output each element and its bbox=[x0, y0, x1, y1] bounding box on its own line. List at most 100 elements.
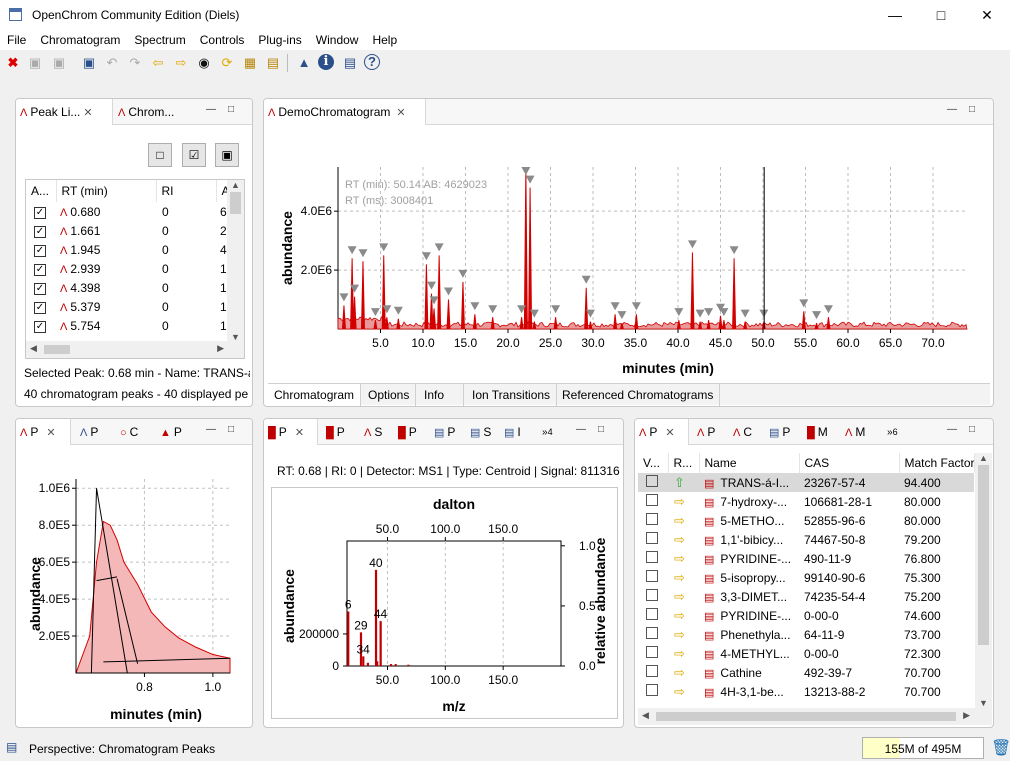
peak-marker[interactable] bbox=[716, 303, 725, 312]
table-row[interactable]: ✓ Λ 1.661 0 2 bbox=[26, 221, 244, 240]
menu-chromatogram[interactable]: Chromatogram bbox=[40, 33, 121, 47]
peak-marker[interactable] bbox=[823, 305, 833, 314]
tab-info[interactable]: Info bbox=[418, 384, 464, 406]
close-tab-icon[interactable]: ✕ bbox=[46, 427, 56, 439]
peak-shape-chart[interactable]: 0.8 1.0 2.0E5 4.0E5 6.0E5 8.0E5 1.0E6 minutes… bbox=[16, 449, 252, 727]
menu-help[interactable]: Help bbox=[372, 33, 398, 47]
menu-file[interactable]: File bbox=[7, 33, 27, 47]
table-row[interactable]: ⇨ ▤ 7-hydroxy-... 106681-28-1 80.000 bbox=[638, 492, 974, 511]
close-red-icon[interactable]: ✖ bbox=[7, 55, 19, 70]
validated-checkbox[interactable] bbox=[646, 532, 658, 544]
peak-marker[interactable] bbox=[631, 302, 641, 311]
tab-overflow[interactable]: »6 bbox=[887, 427, 898, 438]
peak-marker[interactable] bbox=[488, 305, 498, 314]
peak-marker[interactable] bbox=[674, 308, 684, 317]
active-checkbox[interactable]: ✓ bbox=[34, 283, 46, 295]
column-header-rt[interactable]: RT (min) bbox=[56, 180, 157, 202]
process-chromatogram-icon[interactable]: ▲ bbox=[297, 55, 311, 70]
close-tab-icon[interactable]: ✕ bbox=[396, 107, 406, 119]
memory-gauge[interactable]: 155M of 495M bbox=[862, 737, 984, 759]
tab-spectrum-5[interactable]: ▤ P bbox=[430, 419, 464, 445]
horizontal-scrollbar[interactable]: ◀ ▶ bbox=[26, 341, 244, 358]
peak-marker[interactable] bbox=[719, 308, 729, 317]
close-tab-icon[interactable]: ✕ bbox=[294, 427, 305, 439]
active-checkbox[interactable]: ✓ bbox=[34, 321, 46, 333]
menu-controls[interactable]: Controls bbox=[199, 33, 245, 47]
column-header-validated[interactable]: V... bbox=[638, 453, 669, 473]
tab-peak[interactable]: Λ P ✕ bbox=[16, 419, 71, 445]
horizontal-scrollbar[interactable]: ◀ ▶ bbox=[638, 708, 992, 725]
peak-marker[interactable] bbox=[393, 306, 403, 315]
peak-marker[interactable] bbox=[610, 302, 620, 311]
scroll-thumb[interactable] bbox=[230, 192, 241, 214]
peak-marker[interactable] bbox=[695, 309, 705, 318]
maximize-button[interactable]: □ bbox=[936, 7, 946, 23]
tab-chromatogram[interactable]: Chromatogram bbox=[268, 384, 362, 406]
maximize-panel-icon[interactable]: □ bbox=[969, 104, 976, 115]
table-row[interactable]: ✓ Λ 0.680 0 6 bbox=[26, 202, 244, 221]
table-row[interactable]: ⇨ ▤ 5-METHO... 52855-96-6 80.000 bbox=[638, 511, 974, 530]
peak-marker[interactable] bbox=[358, 249, 368, 258]
validated-checkbox[interactable] bbox=[646, 475, 658, 487]
peak-marker[interactable] bbox=[370, 308, 380, 317]
validated-checkbox[interactable] bbox=[646, 627, 658, 639]
peak-marker[interactable] bbox=[551, 305, 561, 314]
export-icon[interactable]: ▤ bbox=[266, 55, 280, 70]
process-icon[interactable]: ⟳ bbox=[221, 55, 233, 70]
tab-ion-transitions[interactable]: Ion Transitions bbox=[466, 384, 558, 406]
column-header-ri[interactable]: RI bbox=[156, 180, 217, 202]
active-checkbox[interactable]: ✓ bbox=[34, 207, 46, 219]
chromatogram-chart[interactable]: 5.0 10.0 15.0 20.0 25.0 30.0 35.0 40.0 45.0 50.0 5… bbox=[268, 133, 970, 379]
validated-checkbox[interactable] bbox=[646, 494, 658, 506]
peak-marker[interactable] bbox=[339, 293, 349, 302]
tab-hits-4[interactable]: ▤ P bbox=[765, 419, 801, 445]
menu-spectrum[interactable]: Spectrum bbox=[134, 33, 186, 47]
peak-marker[interactable] bbox=[429, 296, 439, 305]
garbage-collect-icon[interactable]: 🗑 bbox=[991, 740, 1010, 757]
active-checkbox[interactable]: ✓ bbox=[34, 245, 46, 257]
peak-marker[interactable] bbox=[421, 252, 431, 261]
maximize-panel-icon[interactable]: □ bbox=[969, 424, 976, 435]
peak-marker[interactable] bbox=[434, 243, 444, 252]
minimize-panel-icon[interactable]: — bbox=[947, 104, 957, 115]
peak-marker[interactable] bbox=[704, 308, 714, 317]
table-row[interactable]: ✓ Λ 5.379 0 1 bbox=[26, 297, 244, 316]
perspective-icon[interactable]: ▤ bbox=[343, 55, 357, 70]
peak-marker[interactable] bbox=[350, 284, 360, 293]
validated-checkbox[interactable] bbox=[646, 513, 658, 525]
minimize-panel-icon[interactable]: — bbox=[206, 104, 216, 115]
peak-marker[interactable] bbox=[470, 302, 480, 311]
validated-checkbox[interactable] bbox=[646, 551, 658, 563]
column-header-cas[interactable]: CAS bbox=[799, 453, 900, 473]
minimize-panel-icon[interactable]: — bbox=[206, 424, 216, 435]
tab-hits-5[interactable]: █ M bbox=[803, 419, 839, 445]
import-icon[interactable]: ▦ bbox=[243, 55, 257, 70]
peak-marker[interactable] bbox=[740, 309, 750, 318]
validated-checkbox[interactable] bbox=[646, 589, 658, 601]
tab-spectrum[interactable]: █ P ✕ bbox=[264, 419, 318, 445]
tab-spectrum-2[interactable]: █ P bbox=[322, 419, 356, 445]
camera-icon[interactable]: ◉ bbox=[198, 55, 210, 70]
peak-marker[interactable] bbox=[382, 305, 392, 314]
vertical-scrollbar[interactable]: ▲ ▼ bbox=[975, 453, 992, 708]
table-row[interactable]: ⇨ ▤ PYRIDINE-... 490-11-9 76.800 bbox=[638, 549, 974, 568]
peak-marker[interactable] bbox=[525, 175, 535, 184]
peak-marker[interactable] bbox=[427, 281, 436, 290]
table-row[interactable]: ✓ Λ 2.939 0 1 bbox=[26, 259, 244, 278]
validated-checkbox[interactable] bbox=[646, 608, 658, 620]
peak-marker[interactable] bbox=[444, 287, 453, 296]
tab-peak-chart[interactable]: ○ C bbox=[116, 419, 154, 445]
peak-marker[interactable] bbox=[347, 246, 357, 255]
table-row[interactable]: ⇨ ▤ PYRIDINE-... 0-00-0 74.600 bbox=[638, 606, 974, 625]
peak-marker[interactable] bbox=[458, 269, 468, 278]
maximize-panel-icon[interactable]: □ bbox=[228, 424, 235, 435]
peak-marker[interactable] bbox=[517, 305, 527, 314]
help-icon[interactable]: ? bbox=[364, 54, 380, 70]
select-all-button[interactable]: □ bbox=[148, 143, 172, 167]
info-icon[interactable]: i bbox=[318, 54, 334, 70]
back-arrow-icon[interactable]: ⇦ bbox=[152, 55, 164, 70]
table-row[interactable]: ⇨ ▤ 4H-3,1-be... 13213-88-2 70.700 bbox=[638, 682, 974, 701]
